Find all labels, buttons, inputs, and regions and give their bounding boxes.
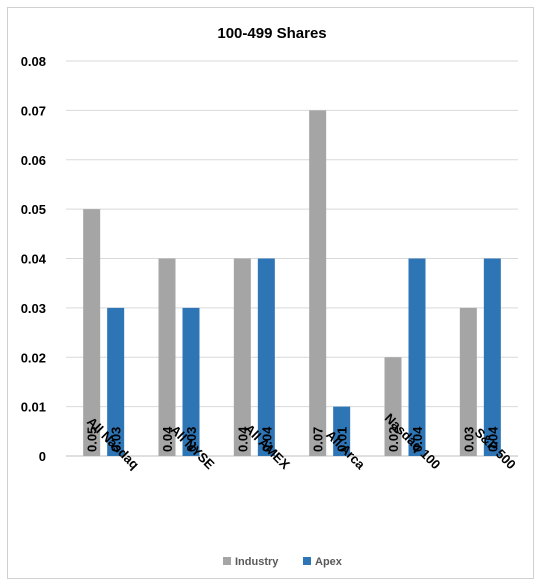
data-label: 0.01 xyxy=(335,427,350,452)
data-label: 0.05 xyxy=(85,427,100,452)
y-tick-label: 0.03 xyxy=(21,301,46,316)
data-label: 0.02 xyxy=(386,427,401,452)
legend-label: Apex xyxy=(315,556,343,568)
bar-apex xyxy=(333,406,351,456)
y-tick-label: 0.06 xyxy=(21,153,46,168)
y-tick-label: 0.05 xyxy=(21,202,46,217)
bar-apex xyxy=(408,258,426,456)
y-tick-label: 0.01 xyxy=(21,400,46,415)
y-tick-label: 0.08 xyxy=(21,54,46,69)
legend-label: Industry xyxy=(235,556,279,568)
data-label: 0.04 xyxy=(485,426,500,452)
gridlines xyxy=(66,60,518,457)
data-label: 0.03 xyxy=(184,427,199,452)
y-tick-label: 0.04 xyxy=(21,252,47,267)
data-label: 0.04 xyxy=(259,426,274,452)
bars: 0.05 0.03 0.04 0.03 0.04 0.04 0.07 0.01 0.02 0.04… xyxy=(83,110,501,456)
bar-apex xyxy=(257,258,275,456)
chart-title: 100-499 Shares xyxy=(217,25,326,42)
data-label: 0.04 xyxy=(235,426,250,452)
legend: Industry Apex xyxy=(223,556,343,568)
data-label: 0.03 xyxy=(461,427,476,452)
data-label: 0.04 xyxy=(160,426,175,452)
y-tick-label: 0.02 xyxy=(21,350,46,365)
bar-industry xyxy=(158,258,176,456)
bar-apex xyxy=(182,307,200,456)
y-tick-label: 0.07 xyxy=(21,103,46,118)
data-label: 0.03 xyxy=(109,427,124,452)
bar-apex xyxy=(483,258,501,456)
legend-swatch-industry xyxy=(223,557,231,565)
legend-swatch-apex xyxy=(303,557,311,565)
bar-industry xyxy=(459,307,477,456)
data-label: 0.04 xyxy=(410,426,425,452)
y-tick-label: 0 xyxy=(39,449,46,464)
bar-apex xyxy=(107,307,125,456)
data-label: 0.07 xyxy=(311,427,326,452)
bar-industry xyxy=(384,357,402,456)
bar-industry xyxy=(83,209,101,456)
x-axis: All Nasdaq All NYSE All AMEX All Arca Nasdaq… xyxy=(84,410,519,472)
y-axis: 0 0.01 0.02 0.03 0.04 0.05 0.06 0.07 0.08 xyxy=(21,54,47,464)
bar-industry xyxy=(233,258,251,456)
bar-industry xyxy=(309,110,327,456)
